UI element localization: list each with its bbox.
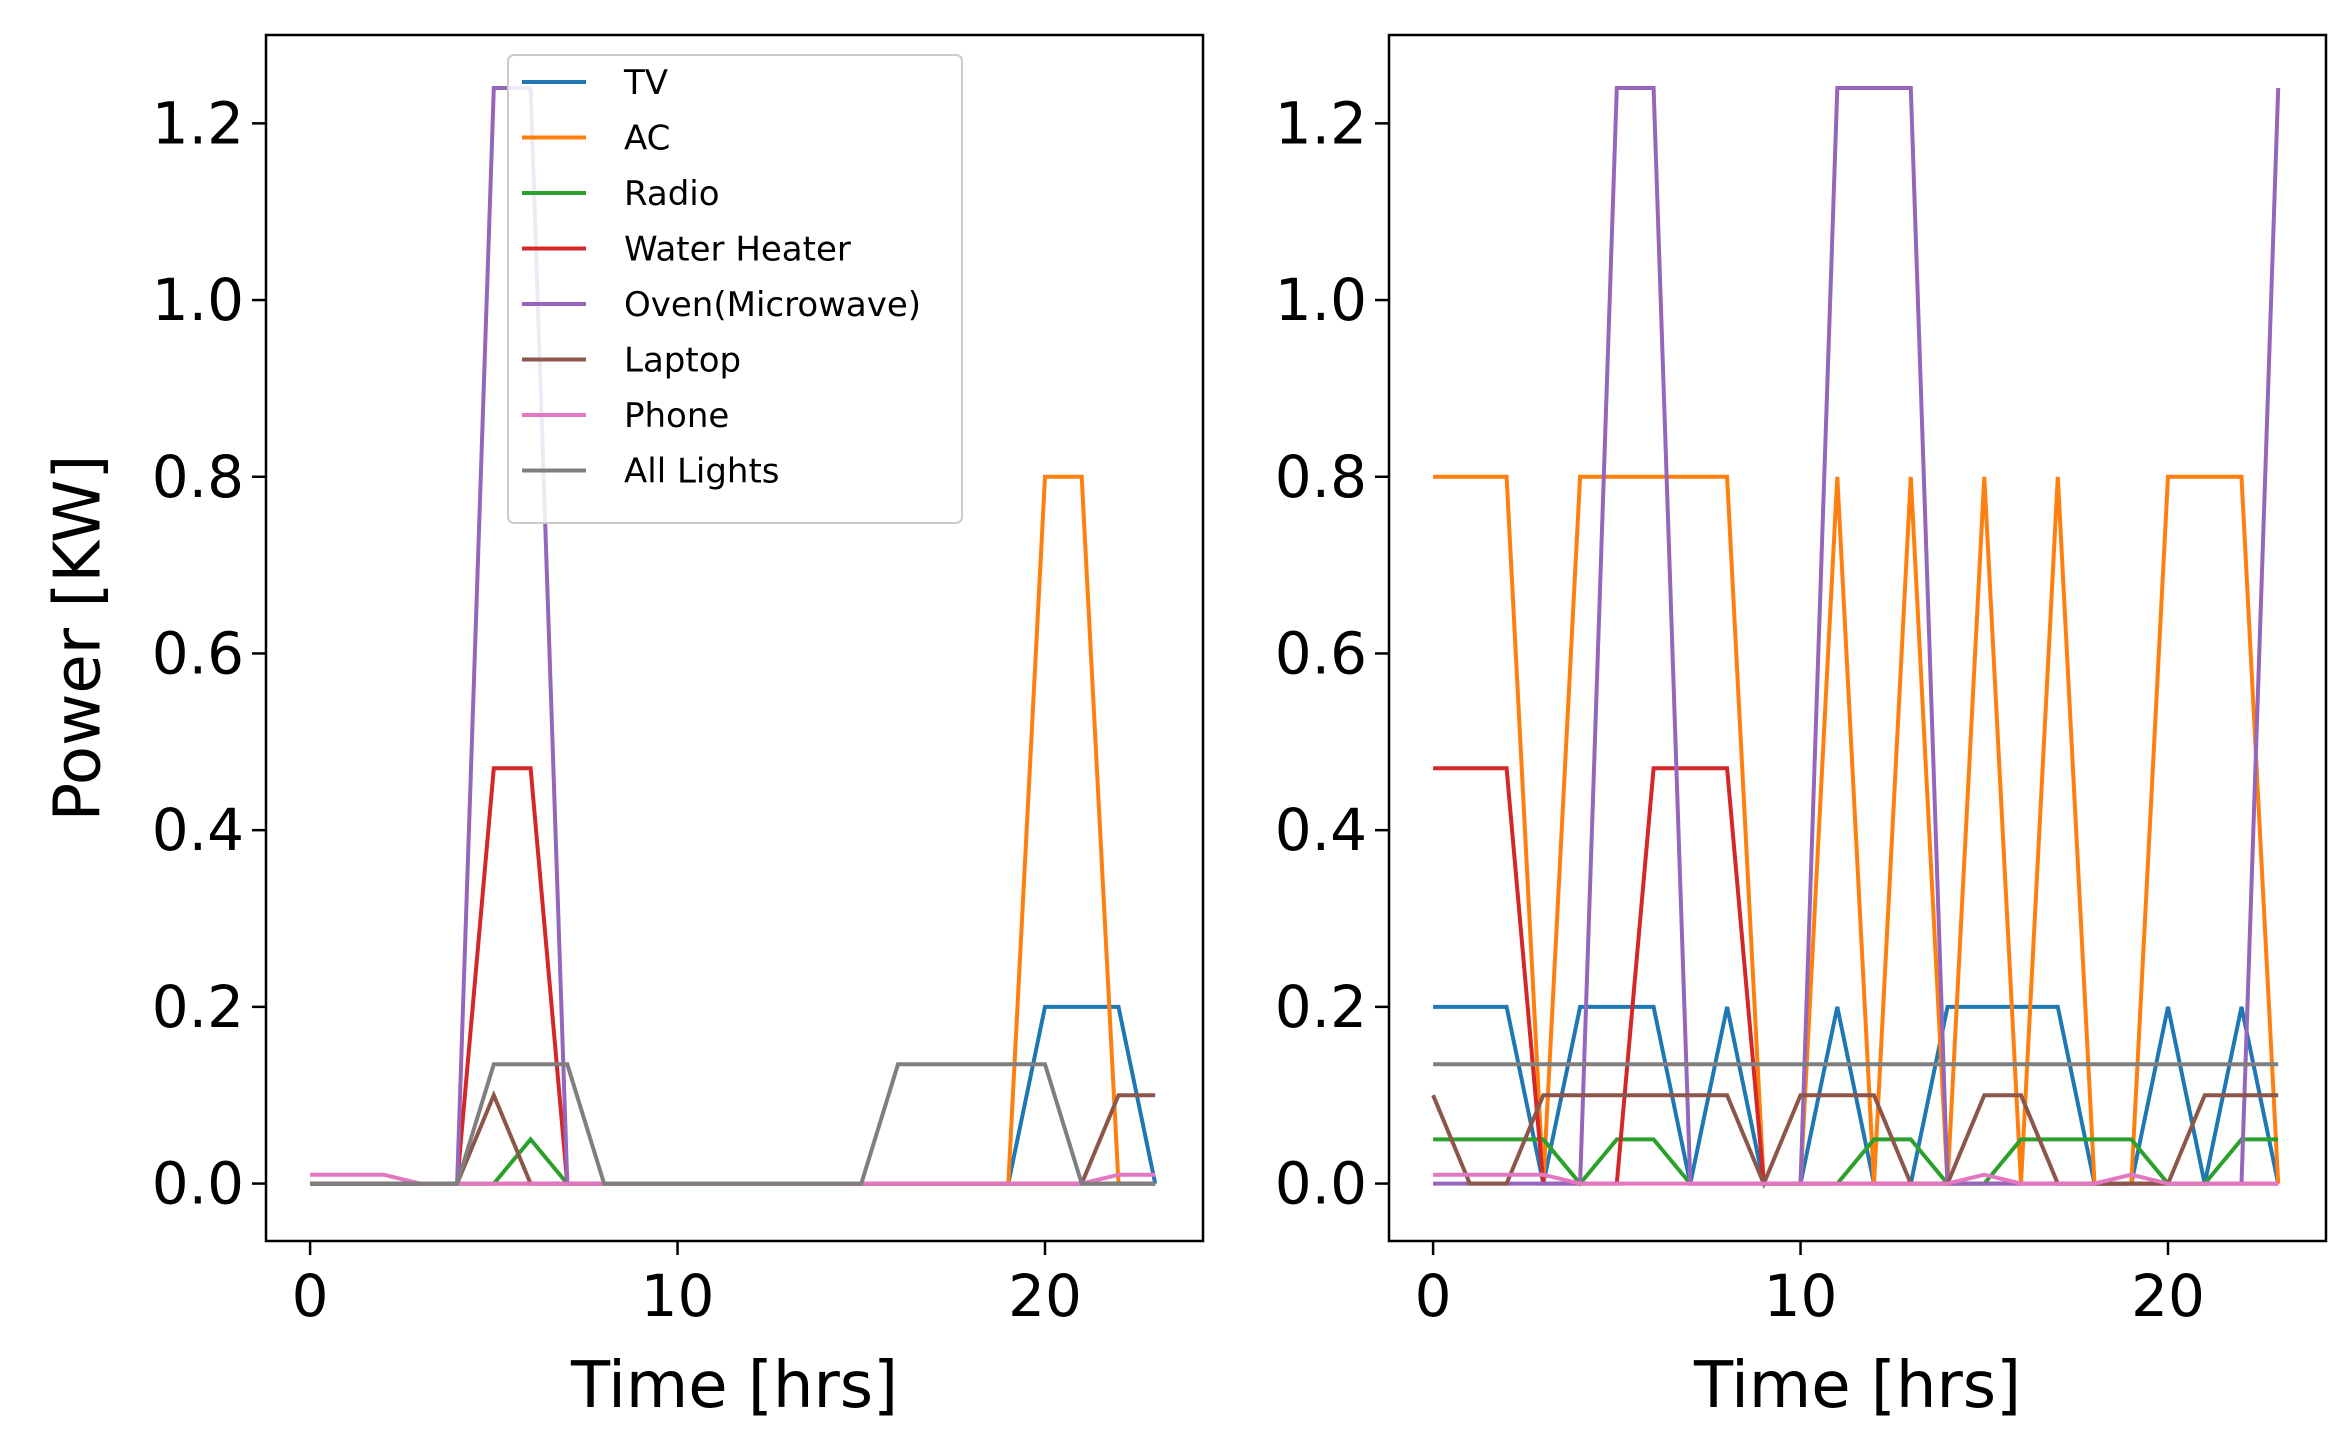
legend-box <box>507 54 963 524</box>
left-x-tick-label: 10 <box>641 1262 715 1330</box>
right-y-tick-label: 0.4 <box>1275 796 1367 864</box>
left-series-layer <box>310 86 1158 1186</box>
left-y-tick-label: 1.2 <box>152 89 244 157</box>
left-y-ticks: 0.0 0.2 0.4 0.6 0.8 1.0 1.2 <box>152 89 266 1218</box>
right-x-axis-label: Time [hrs] <box>1693 1349 2021 1423</box>
right-y-tick-label: 0.2 <box>1275 973 1367 1041</box>
right-y-ticks: 0.0 0.2 0.4 0.6 0.8 1.0 1.2 <box>1275 89 1389 1218</box>
legend-label: Phone <box>624 396 729 436</box>
legend-label: All Lights <box>624 452 780 492</box>
right-subplot: 0 10 20 0.0 0.2 0.4 0.6 0.8 1.0 1.2 Time [hrs] <box>1275 33 2328 1423</box>
right-y-tick-label: 1.2 <box>1275 89 1367 157</box>
legend-label: Oven(Microwave) <box>624 285 921 325</box>
right-series-layer <box>1431 86 2281 1189</box>
left-series-all-lights <box>310 1062 1156 1186</box>
right-axes-frame <box>1387 33 2328 1243</box>
right-y-tick-label: 1.0 <box>1275 266 1367 334</box>
left-subplot: 0 10 20 0.0 0.2 0.4 0.6 0.8 1.0 1.2 Time [hrs] P… <box>42 33 1205 1423</box>
left-y-axis-label: Power [KW] <box>42 455 116 822</box>
right-series-phone <box>1433 1172 2279 1186</box>
right-y-tick-label: 0.8 <box>1275 443 1367 511</box>
left-x-axis-label: Time [hrs] <box>570 1349 898 1423</box>
right-x-tick-label: 0 <box>1415 1262 1452 1330</box>
right-x-tick-label: 20 <box>2131 1262 2205 1330</box>
legend-label: Laptop <box>624 341 741 381</box>
legend-label: Water Heater <box>624 230 851 270</box>
right-series-laptop <box>1431 1093 2279 1189</box>
left-x-tick-label: 20 <box>1008 1262 1082 1330</box>
legend: TV AC Radio Water Heater Oven(Microwave) Lapt… <box>507 54 963 524</box>
left-y-tick-label: 0.8 <box>152 443 244 511</box>
left-x-ticks: 0 10 20 <box>292 1241 1082 1330</box>
legend-label: AC <box>624 119 670 159</box>
left-y-tick-label: 0.0 <box>152 1150 244 1218</box>
legend-label: Radio <box>624 174 720 214</box>
left-y-tick-label: 0.2 <box>152 973 244 1041</box>
right-y-tick-label: 0.0 <box>1275 1150 1367 1218</box>
left-series-tv <box>310 1004 1158 1186</box>
right-x-ticks: 0 10 20 <box>1415 1241 2205 1330</box>
left-y-tick-label: 0.6 <box>152 619 244 687</box>
right-series-oven-microwave <box>1433 86 2281 1186</box>
right-series-radio <box>1433 1137 2279 1187</box>
left-axes-frame <box>264 33 1205 1243</box>
right-y-tick-label: 0.6 <box>1275 619 1367 687</box>
legend-label: TV <box>623 63 668 103</box>
left-series-laptop <box>310 1089 1156 1186</box>
left-x-tick-label: 0 <box>292 1262 329 1330</box>
left-series-radio <box>310 1136 1156 1186</box>
left-y-tick-label: 1.0 <box>152 266 244 334</box>
left-y-tick-label: 0.4 <box>152 796 244 864</box>
right-x-tick-label: 10 <box>1764 1262 1838 1330</box>
